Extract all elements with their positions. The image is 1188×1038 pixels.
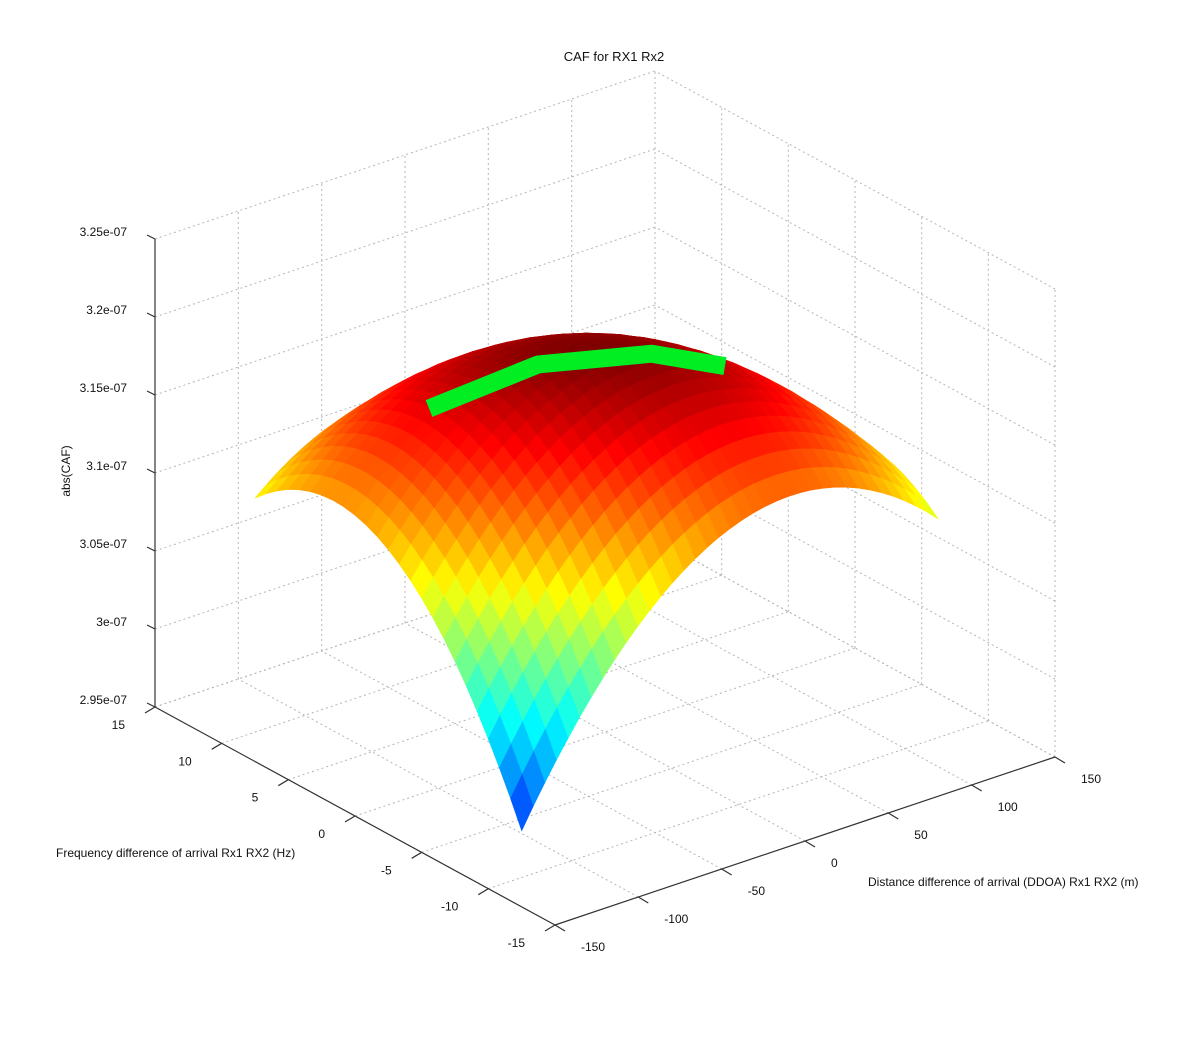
z-tick-mark bbox=[146, 234, 156, 240]
x-tick-mark bbox=[971, 784, 983, 792]
z-tick-mark bbox=[146, 546, 156, 552]
z-tick-label: 3.25e-07 bbox=[80, 225, 128, 239]
x-tick-label: -50 bbox=[748, 884, 766, 898]
axes: -150-100-50050100150-15-10-50510152.95e-… bbox=[80, 225, 1102, 954]
y-tick-label: -5 bbox=[381, 863, 392, 877]
y-axis-label: Frequency difference of arrival Rx1 RX2 … bbox=[56, 846, 295, 860]
x-tick-label: 50 bbox=[914, 828, 928, 842]
grid-line bbox=[654, 304, 1056, 524]
x-tick-label: -150 bbox=[581, 940, 605, 954]
z-tick-label: 3.15e-07 bbox=[80, 381, 128, 395]
x-tick-mark bbox=[1054, 756, 1066, 764]
y-tick-mark bbox=[477, 888, 489, 896]
x-tick-mark bbox=[721, 868, 733, 876]
z-tick-label: 2.95e-07 bbox=[80, 693, 128, 707]
y-tick-label: -10 bbox=[441, 900, 459, 914]
x-axis-label: Distance difference of arrival (DDOA) Rx… bbox=[868, 875, 1139, 889]
y-tick-label: -15 bbox=[508, 936, 526, 950]
z-tick-mark bbox=[146, 390, 156, 396]
y-tick-mark bbox=[144, 706, 156, 714]
grid-line bbox=[404, 622, 806, 842]
surface-patch bbox=[510, 773, 534, 832]
grid-layer bbox=[154, 70, 1056, 926]
chart-title: CAF for RX1 Rx2 bbox=[564, 49, 664, 64]
z-tick-mark bbox=[146, 468, 156, 474]
grid-line bbox=[654, 226, 1056, 446]
surface-plot bbox=[254, 332, 939, 832]
y-tick-label: 10 bbox=[178, 754, 192, 768]
x-tick-label: 150 bbox=[1081, 772, 1101, 786]
z-tick-label: 3.05e-07 bbox=[80, 537, 128, 551]
x-tick-mark bbox=[887, 812, 899, 820]
z-tick-label: 3e-07 bbox=[96, 615, 127, 629]
ridge-highlight bbox=[425, 344, 727, 417]
y-tick-mark bbox=[411, 851, 423, 859]
grid-line bbox=[654, 382, 1056, 602]
z-tick-mark bbox=[146, 702, 156, 708]
z-tick-mark bbox=[146, 624, 156, 630]
z-tick-label: 3.2e-07 bbox=[86, 303, 127, 317]
x-tick-mark bbox=[637, 896, 649, 904]
y-tick-mark bbox=[277, 779, 289, 787]
grid-line bbox=[238, 678, 639, 898]
grid-line bbox=[571, 566, 972, 786]
x-tick-label: 100 bbox=[998, 800, 1018, 814]
z-tick-label: 3.1e-07 bbox=[86, 459, 127, 473]
grid-line bbox=[654, 538, 1056, 758]
grid-line bbox=[654, 460, 1056, 680]
grid-line bbox=[654, 70, 1056, 290]
y-tick-mark bbox=[544, 924, 556, 932]
y-tick-label: 15 bbox=[112, 718, 126, 732]
x-tick-label: -100 bbox=[664, 912, 688, 926]
grid-line bbox=[654, 148, 1056, 368]
z-tick-mark bbox=[146, 312, 156, 318]
y-tick-mark bbox=[211, 742, 223, 750]
ridge-line bbox=[425, 344, 727, 417]
y-tick-label: 0 bbox=[318, 827, 325, 841]
z-axis-label: abs(CAF) bbox=[59, 445, 73, 496]
y-tick-mark bbox=[344, 815, 356, 823]
y-tick-label: 5 bbox=[252, 791, 259, 805]
x-tick-label: 0 bbox=[831, 856, 838, 870]
x-tick-mark bbox=[554, 924, 566, 932]
x-tick-mark bbox=[804, 840, 816, 848]
grid-line bbox=[154, 70, 656, 240]
